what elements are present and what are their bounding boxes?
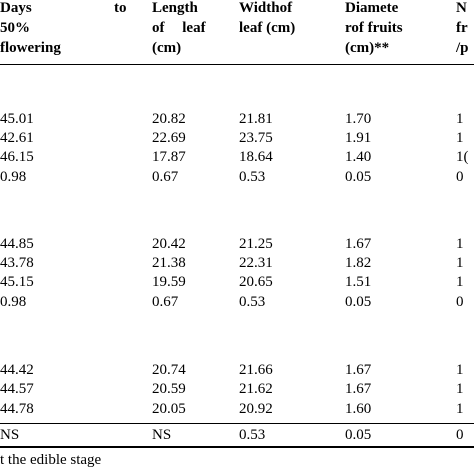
header-diameter-line3: (cm)** (345, 40, 390, 56)
table-cell: 1 (456, 111, 464, 127)
table-cell: 0 (456, 294, 464, 310)
table-cell: 1.91 (345, 130, 372, 146)
table-cell: 1.67 (345, 381, 372, 397)
table-cell: 1.67 (345, 362, 372, 378)
table-cell: 20.92 (239, 401, 273, 417)
table-cell: 20.65 (239, 274, 273, 290)
table-cell: 20.42 (152, 236, 186, 252)
header-width-line2: leaf (cm) (239, 20, 296, 36)
table-cell: 20.82 (152, 111, 186, 127)
table-cell: 1.40 (345, 149, 372, 165)
footnote: t the edible stage (0, 452, 102, 468)
table-cell: 0.05 (345, 169, 372, 185)
header-days-line1b: to (114, 0, 127, 16)
summary-rule (0, 423, 474, 424)
table-cell: 22.69 (152, 130, 186, 146)
header-diameter-line2: rof fruits (345, 20, 403, 36)
table-cell: 1 (456, 401, 464, 417)
table-cell: 21.25 (239, 236, 273, 252)
table-cell: NS (152, 427, 172, 443)
table-cell: 0.05 (345, 427, 372, 443)
table-cell: 21.81 (239, 111, 273, 127)
header-days-line2: 50% (0, 20, 30, 36)
table-cell: 0.98 (0, 294, 27, 310)
table-cell: 19.59 (152, 274, 186, 290)
table-cell: 23.75 (239, 130, 273, 146)
table-cell: 1 (456, 381, 464, 397)
table-cell: 20.05 (152, 401, 186, 417)
table-cell: 20.59 (152, 381, 186, 397)
table-cell: 0.05 (345, 294, 372, 310)
table-cell: 44.42 (0, 362, 34, 378)
table-cell: 45.15 (0, 274, 34, 290)
table-cell: 43.78 (0, 255, 34, 271)
table-cell: 1.60 (345, 401, 372, 417)
table-cell: 21.38 (152, 255, 186, 271)
table-cell: 21.62 (239, 381, 273, 397)
table-cell: 20.74 (152, 362, 186, 378)
table-cell: 0.67 (152, 169, 179, 185)
table-cell: 46.15 (0, 149, 34, 165)
table-cell: 1 (456, 274, 464, 290)
table-cell: 1 (456, 255, 464, 271)
table-cell: 1.67 (345, 236, 372, 252)
header-diameter-line1: Diamete (345, 0, 399, 16)
table-cell: 0.53 (239, 427, 266, 443)
table-cell: 0 (456, 169, 464, 185)
table-cell: 17.87 (152, 149, 186, 165)
table-cell: 0.98 (0, 169, 27, 185)
header-number-line3: /p (456, 40, 469, 56)
header-length-line1: Length (152, 0, 198, 16)
table-cell: 1 (456, 362, 464, 378)
table-cell: 45.01 (0, 111, 34, 127)
table-cell: 22.31 (239, 255, 273, 271)
table-cell: 0 (456, 427, 464, 443)
table-cell: 21.66 (239, 362, 273, 378)
table-cell: NS (0, 427, 20, 443)
table-cell: 44.57 (0, 381, 34, 397)
table-cell: 44.85 (0, 236, 34, 252)
header-rule (0, 64, 474, 65)
table-cell: 1 (456, 130, 464, 146)
bottom-rule (0, 446, 474, 448)
table-cell: 1.51 (345, 274, 372, 290)
table-cell: 1( (456, 149, 469, 165)
table-cell: 1 (456, 236, 464, 252)
table-cell: 18.64 (239, 149, 273, 165)
table-cell: 0.67 (152, 294, 179, 310)
table-cell: 42.61 (0, 130, 34, 146)
header-length-line2: of leaf (152, 20, 206, 36)
table-cell: 44.78 (0, 401, 34, 417)
table-cell: 1.82 (345, 255, 372, 271)
header-number-line1: N (456, 0, 467, 16)
table-cell: 0.53 (239, 294, 266, 310)
header-length-line3: (cm) (152, 40, 182, 56)
table-cell: 1.70 (345, 111, 372, 127)
header-days-line3: flowering (0, 40, 61, 56)
header-width-line1: Widthof (239, 0, 293, 16)
table-cell: 0.53 (239, 169, 266, 185)
header-days-line1: Days (0, 0, 32, 16)
header-number-line2: fr (456, 20, 468, 36)
